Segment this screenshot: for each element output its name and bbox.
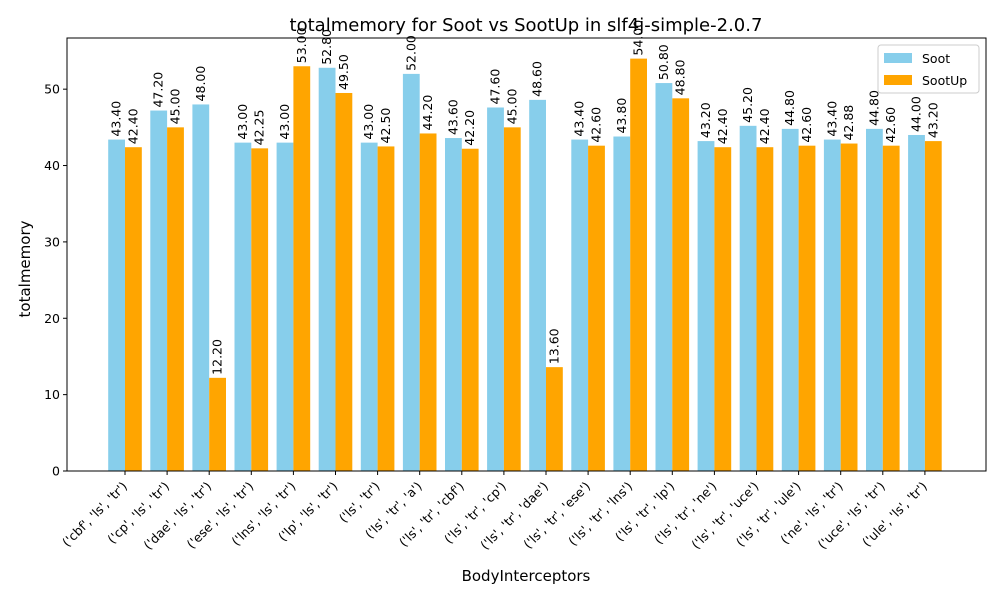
soot-bar-16 — [781, 128, 799, 472]
sootup-value-label-2: 12.20 — [210, 339, 225, 375]
sootup-bar-19 — [924, 141, 942, 471]
y-tick-label: 30 — [44, 234, 60, 249]
sootup-bar-7 — [419, 133, 437, 471]
soot-value-label-0: 43.40 — [109, 101, 124, 137]
y-axis-label: totalmemory — [16, 220, 34, 317]
soot-value-label-2: 48.00 — [193, 66, 208, 102]
chart-title: totalmemory for Soot vs SootUp in slf4j-… — [290, 15, 763, 36]
sootup-value-label-14: 42.40 — [715, 108, 730, 144]
y-tick-label: 40 — [44, 158, 60, 173]
sootup-bar-18 — [882, 145, 900, 471]
soot-value-label-5: 52.80 — [319, 29, 334, 65]
soot-bar-5 — [318, 67, 336, 471]
sootup-bar-1 — [167, 127, 184, 471]
soot-bar-18 — [866, 128, 883, 472]
sootup-value-label-3: 42.25 — [252, 110, 267, 146]
legend-label-1: SootUp — [922, 73, 967, 88]
sootup-value-label-9: 45.00 — [504, 89, 519, 125]
sootup-bar-16 — [798, 145, 816, 471]
soot-bar-14 — [697, 141, 715, 471]
y-tick-label: 0 — [52, 464, 60, 479]
soot-bar-11 — [571, 139, 589, 471]
soot-value-label-6: 43.00 — [361, 104, 376, 140]
soot-bar-15 — [739, 125, 757, 471]
soot-bar-4 — [276, 142, 294, 472]
soot-bar-6 — [360, 142, 378, 472]
soot-bar-19 — [908, 134, 925, 471]
sootup-value-label-11: 42.60 — [589, 107, 604, 143]
soot-value-label-14: 43.20 — [698, 102, 713, 138]
soot-value-label-17: 43.40 — [824, 101, 839, 137]
soot-value-label-3: 43.00 — [235, 104, 250, 140]
soot-value-label-8: 43.60 — [445, 99, 460, 135]
sootup-value-label-13: 48.80 — [673, 59, 688, 95]
soot-value-label-15: 45.20 — [740, 87, 755, 123]
y-tick-label: 10 — [44, 387, 60, 402]
soot-bar-0 — [108, 139, 125, 471]
sootup-value-label-7: 44.20 — [420, 95, 435, 131]
sootup-bar-10 — [546, 367, 563, 471]
sootup-value-label-0: 42.40 — [125, 108, 140, 144]
soot-value-label-4: 43.00 — [277, 104, 292, 140]
soot-value-label-18: 44.80 — [866, 90, 881, 126]
soot-value-label-10: 48.60 — [530, 61, 545, 97]
sootup-bar-5 — [335, 92, 353, 471]
sootup-bar-13 — [672, 98, 690, 471]
soot-value-label-7: 52.00 — [403, 35, 418, 71]
sootup-bar-15 — [756, 147, 774, 471]
legend-label-0: Soot — [922, 51, 950, 66]
sootup-bar-14 — [714, 147, 732, 471]
legend: Soot SootUp — [877, 44, 980, 94]
sootup-bar-8 — [461, 148, 479, 471]
x-axis-label: BodyInterceptors — [462, 567, 591, 585]
axes-frame — [66, 37, 987, 472]
sootup-bar-6 — [377, 146, 395, 471]
soot-bar-10 — [529, 99, 546, 471]
sootup-value-label-15: 42.40 — [757, 108, 772, 144]
sootup-bar-3 — [251, 148, 269, 471]
sootup-bar-4 — [293, 66, 311, 471]
soot-bar-17 — [823, 139, 841, 471]
sootup-value-label-6: 42.50 — [378, 108, 393, 144]
sootup-bar-2 — [209, 377, 226, 471]
soot-value-label-1: 47.20 — [151, 72, 166, 108]
sootup-bar-0 — [125, 147, 142, 471]
sootup-value-label-1: 45.00 — [168, 89, 183, 125]
sootup-value-label-10: 13.60 — [546, 328, 561, 364]
soot-bar-7 — [402, 73, 420, 471]
sootup-bar-17 — [840, 143, 858, 471]
soot-value-label-9: 47.60 — [488, 69, 503, 105]
sootup-value-label-18: 42.60 — [883, 107, 898, 143]
soot-bar-1 — [150, 110, 168, 472]
y-tick-label: 50 — [44, 82, 60, 97]
legend-swatch-0 — [884, 53, 912, 63]
y-tick-label: 20 — [44, 311, 60, 326]
sootup-value-label-8: 42.20 — [462, 110, 477, 146]
sootup-value-label-5: 49.50 — [336, 54, 351, 90]
soot-value-label-19: 44.00 — [909, 96, 924, 132]
soot-bar-3 — [234, 142, 252, 472]
sootup-bar-12 — [630, 58, 647, 471]
soot-bar-13 — [655, 83, 673, 472]
sootup-value-label-19: 43.20 — [925, 102, 940, 138]
sootup-bar-11 — [588, 145, 605, 471]
soot-bar-12 — [613, 136, 631, 471]
soot-bar-9 — [487, 107, 504, 471]
sootup-value-label-4: 53.00 — [294, 27, 309, 63]
soot-bar-2 — [192, 104, 210, 472]
sootup-bar-9 — [503, 127, 521, 471]
soot-value-label-12: 43.80 — [614, 98, 629, 134]
soot-value-label-16: 44.80 — [782, 90, 797, 126]
soot-value-label-11: 43.40 — [572, 101, 587, 137]
legend-swatch-1 — [884, 75, 912, 85]
soot-value-label-13: 50.80 — [656, 44, 671, 80]
plot-area: 43.40 47.20 48.00 43.00 43.00 52.80 43.00 52.00… — [44, 20, 987, 552]
sootup-value-label-16: 42.60 — [799, 107, 814, 143]
sootup-value-label-17: 42.88 — [841, 105, 856, 141]
soot-bar-8 — [445, 138, 462, 471]
